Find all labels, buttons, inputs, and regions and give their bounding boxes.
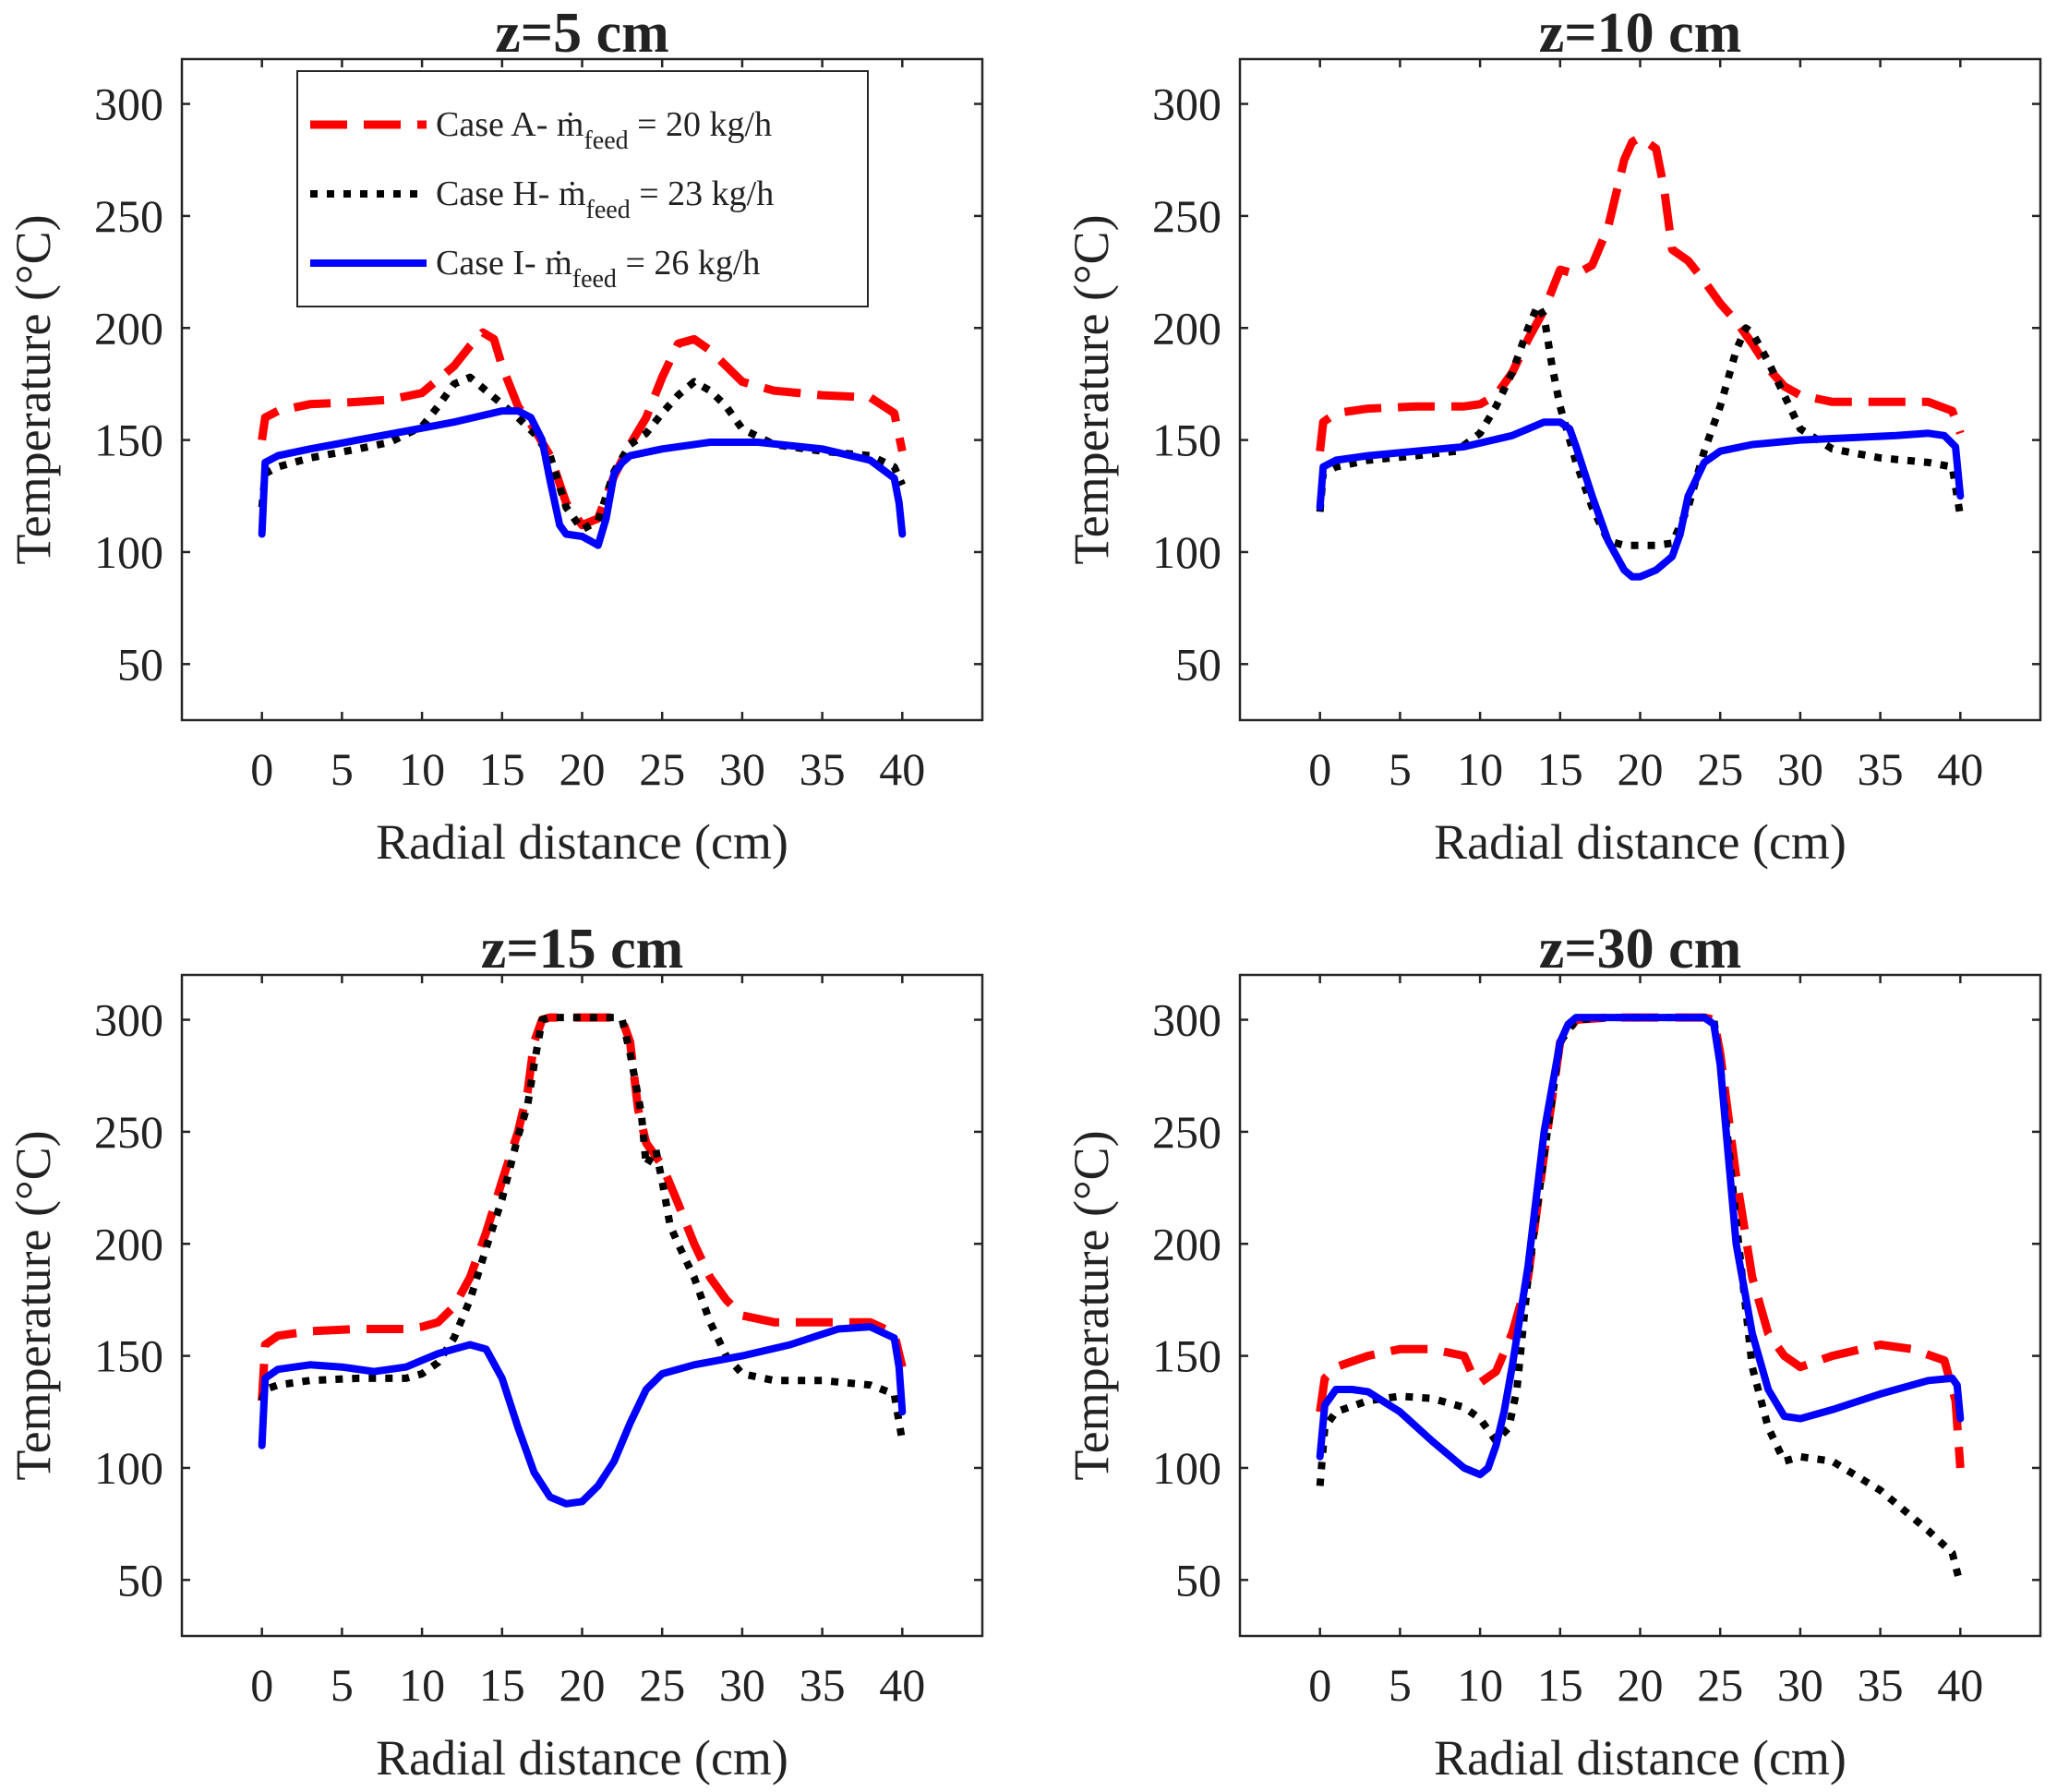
chart-panel-3: 0 5 10 15 20 25 30 35 40 50 100 150 200 250 300 z=15 cm… — [6, 918, 984, 1786]
series-line-dashed — [258, 328, 907, 530]
y-tick-label: 300 — [1152, 78, 1221, 130]
series-group — [1316, 133, 1965, 581]
y-tick-label: 300 — [94, 78, 163, 130]
x-tick-label: 10 — [1457, 743, 1503, 795]
x-tick-label: 10 — [399, 743, 445, 795]
x-axis-label: Radial distance (cm) — [1434, 1730, 1846, 1786]
y-axis-label: Temperature (°C) — [6, 214, 61, 564]
chart-title: z=5 cm — [495, 2, 669, 65]
x-axis-label: Radial distance (cm) — [376, 814, 788, 870]
x-tick-label: 25 — [639, 743, 685, 795]
x-tick-label: 15 — [479, 743, 525, 795]
x-tick-label: 30 — [1777, 743, 1823, 795]
series-line-solid — [258, 407, 907, 549]
x-tick-label: 40 — [879, 743, 925, 795]
x-tick-label: 25 — [1697, 743, 1743, 795]
chart-title: z=15 cm — [481, 918, 684, 980]
x-tick-label: 20 — [1618, 1659, 1664, 1711]
x-tick-label: 30 — [1777, 1659, 1823, 1711]
x-tick-label: 35 — [1858, 743, 1904, 795]
y-tick-label: 250 — [1152, 190, 1221, 242]
series-line-solid — [258, 1323, 907, 1508]
x-tick-label: 5 — [1389, 743, 1412, 795]
x-tick-label: 25 — [639, 1659, 685, 1711]
y-tick-label: 300 — [94, 994, 163, 1046]
x-tick-label: 10 — [1457, 1659, 1503, 1711]
x-axis-label: Radial distance (cm) — [1434, 814, 1846, 870]
x-tick-label: 25 — [1697, 1659, 1743, 1711]
x-tick-label: 5 — [1389, 1659, 1412, 1711]
legend-box — [296, 70, 869, 307]
x-tick-label: 0 — [250, 1659, 273, 1711]
x-tick-label: 5 — [331, 1659, 354, 1711]
x-tick-label: 5 — [331, 743, 354, 795]
series-line-dotted — [258, 1014, 907, 1442]
series-line-dotted — [258, 373, 906, 534]
legend-entry: Case H- ṁfeed = 23 kg/h — [436, 174, 774, 224]
y-tick-label: 200 — [1152, 302, 1221, 354]
series-line-dotted — [1316, 302, 1965, 549]
y-tick-label: 100 — [1152, 1442, 1221, 1494]
x-tick-label: 35 — [1858, 1659, 1904, 1711]
legend-entry: Case A- ṁfeed = 20 kg/h — [436, 105, 772, 155]
chart-panel-4: 0 5 10 15 20 25 30 35 40 50 100 150 200 250 300 z=30 cm… — [1064, 918, 2042, 1786]
legend-entry: Case I- ṁfeed = 26 kg/h — [436, 244, 760, 294]
series-line-dotted — [1316, 1014, 1965, 1586]
y-axis-label: Temperature (°C) — [1064, 214, 1119, 564]
series-group — [1316, 1013, 1965, 1586]
x-tick-label: 35 — [800, 743, 846, 795]
x-axis-label: Radial distance (cm) — [376, 1730, 788, 1786]
y-axis-label: Temperature (°C) — [6, 1130, 61, 1480]
y-tick-label: 200 — [94, 302, 163, 354]
x-tick-label: 15 — [479, 1659, 525, 1711]
axes-frame — [1238, 57, 2042, 722]
x-tick-label: 15 — [1537, 743, 1583, 795]
x-tick-label: 20 — [559, 743, 606, 795]
y-tick-label: 200 — [1152, 1218, 1221, 1269]
series-line-solid — [1316, 1014, 1965, 1479]
y-tick-label: 50 — [1175, 638, 1221, 690]
y-axis-label: Temperature (°C) — [1064, 1130, 1119, 1480]
y-tick-label: 50 — [117, 1554, 163, 1606]
y-tick-label: 150 — [1152, 415, 1221, 466]
x-tick-label: 30 — [719, 1659, 765, 1711]
x-tick-label: 0 — [1308, 743, 1331, 795]
y-tick-label: 150 — [94, 1330, 163, 1382]
axes-frame — [180, 973, 984, 1638]
series-group — [258, 1013, 907, 1508]
x-tick-label: 15 — [1537, 1659, 1583, 1711]
x-tick-label: 30 — [719, 743, 765, 795]
x-tick-label: 40 — [1937, 743, 1983, 795]
y-tick-label: 150 — [1152, 1330, 1221, 1382]
x-tick-label: 10 — [399, 1659, 445, 1711]
y-tick-label: 250 — [1152, 1106, 1221, 1158]
x-tick-label: 35 — [800, 1659, 846, 1711]
series-group — [258, 328, 907, 549]
y-tick-label: 100 — [1152, 526, 1221, 578]
y-tick-label: 300 — [1152, 994, 1221, 1046]
x-tick-label: 40 — [879, 1659, 925, 1711]
y-tick-label: 250 — [94, 190, 163, 242]
y-tick-label: 50 — [1175, 1554, 1221, 1606]
y-tick-label: 100 — [94, 526, 163, 578]
series-line-dashed — [1316, 133, 1965, 452]
y-tick-label: 150 — [94, 415, 163, 466]
x-tick-label: 40 — [1937, 1659, 1983, 1711]
y-tick-label: 200 — [94, 1218, 163, 1269]
chart-title: z=10 cm — [1539, 2, 1742, 65]
series-line-solid — [1316, 418, 1965, 581]
chart-title: z=30 cm — [1539, 918, 1742, 980]
y-tick-label: 100 — [94, 1442, 163, 1494]
axes-frame — [1238, 973, 2042, 1638]
x-tick-label: 20 — [559, 1659, 606, 1711]
x-tick-label: 0 — [1308, 1659, 1331, 1711]
x-tick-label: 0 — [250, 743, 273, 795]
x-tick-label: 20 — [1618, 743, 1664, 795]
chart-panel-1: 0 5 10 15 20 25 30 35 40 50 100 150 200 250 300 z=5 cm R… — [6, 2, 984, 870]
chart-panel-2: 0 5 10 15 20 25 30 35 40 50 100 150 200 250 300 z=10 cm… — [1064, 2, 2042, 870]
y-tick-label: 250 — [94, 1106, 163, 1158]
legend: Case A- ṁfeed = 20 kg/h Case H- ṁfeed = 2… — [296, 70, 869, 307]
y-tick-label: 50 — [117, 638, 163, 690]
